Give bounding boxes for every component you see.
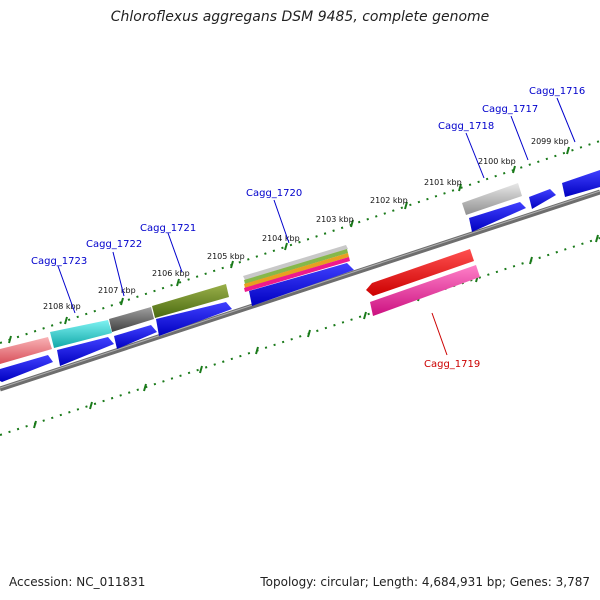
feature-cagg-1720[interactable] <box>152 284 229 318</box>
feature-cagg-1722[interactable] <box>50 320 112 348</box>
genome-summary-text: Topology: circular; Length: 4,684,931 bp… <box>260 575 590 589</box>
cds-forward <box>0 170 600 382</box>
kbp-label-2101: 2101 kbp <box>424 178 462 187</box>
features-forward-colored <box>0 183 522 364</box>
gene-label-cagg-1718[interactable]: Cagg_1718 <box>438 121 494 132</box>
kbp-label-2104: 2104 kbp <box>262 234 300 243</box>
kbp-label-2103: 2103 kbp <box>316 215 354 224</box>
scale-line-upper <box>0 140 600 344</box>
cds-arrow-6[interactable] <box>469 202 526 232</box>
gene-label-cagg-1719[interactable]: Cagg_1719 <box>424 359 480 370</box>
kbp-label-2106: 2106 kbp <box>152 269 190 278</box>
accession-text: Accession: NC_011831 <box>9 575 146 589</box>
kbp-label-2105: 2105 kbp <box>207 252 245 261</box>
kbp-label-2102: 2102 kbp <box>370 196 408 205</box>
kbp-label-2099: 2099 kbp <box>531 137 569 146</box>
gene-label-cagg-1723[interactable]: Cagg_1723 <box>31 256 87 267</box>
feature-cagg-1718[interactable] <box>462 183 522 215</box>
cds-arrow-8[interactable] <box>562 170 600 197</box>
features-reverse <box>366 249 480 316</box>
cds-arrow-3[interactable] <box>114 325 157 349</box>
feature-cagg-1723[interactable] <box>0 337 52 364</box>
gene-label-cagg-1717[interactable]: Cagg_1717 <box>482 104 538 115</box>
feature-cagg-1719[interactable] <box>370 265 480 316</box>
cds-arrow-4[interactable] <box>156 302 232 336</box>
scale-major-ticks <box>8 146 570 344</box>
genome-backbone <box>0 189 600 392</box>
cds-arrow-2[interactable] <box>57 337 114 366</box>
cds-arrow-7[interactable] <box>529 189 556 209</box>
kbp-label-2108: 2108 kbp <box>43 302 81 311</box>
kbp-labels: 2099 kbp 2100 kbp 2101 kbp 2102 kbp 2103… <box>43 137 569 311</box>
scale-line-lower <box>0 237 600 436</box>
cds-arrow-5[interactable] <box>249 263 354 306</box>
feature-cagg-1720-stack[interactable] <box>243 245 350 292</box>
cds-arrow-1[interactable] <box>0 355 53 382</box>
gene-label-cagg-1721[interactable]: Cagg_1721 <box>140 223 196 234</box>
feature-cagg-1721[interactable] <box>109 307 154 332</box>
kbp-label-2100: 2100 kbp <box>478 157 516 166</box>
label-leaders <box>57 97 576 356</box>
gene-label-cagg-1716[interactable]: Cagg_1716 <box>529 86 585 97</box>
gene-label-cagg-1722[interactable]: Cagg_1722 <box>86 239 142 250</box>
gene-label-cagg-1720[interactable]: Cagg_1720 <box>246 188 302 199</box>
page-title: Chloroflexus aggregans DSM 9485, complet… <box>110 9 490 25</box>
kbp-label-2107: 2107 kbp <box>98 286 136 295</box>
gene-labels: Cagg_1716 Cagg_1717 Cagg_1718 Cagg_1720 … <box>31 86 585 370</box>
feature-cagg-1719-cds[interactable] <box>366 249 474 296</box>
